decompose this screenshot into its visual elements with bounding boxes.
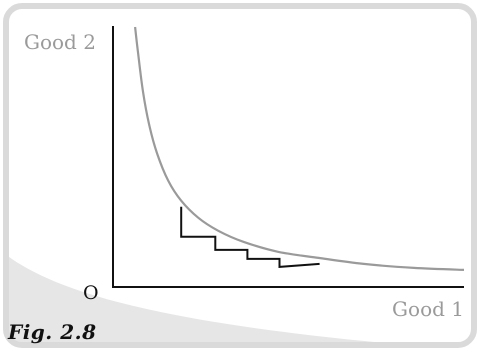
x-axis-label: Good 1	[392, 297, 464, 321]
indifference-curve-line	[134, 26, 465, 271]
origin-label: O	[83, 282, 99, 304]
plot-area	[134, 26, 465, 271]
figure-caption: Fig. 2.8	[8, 320, 97, 344]
staircase-line	[180, 206, 320, 268]
corner-shade	[6, 250, 474, 345]
y-axis-label: Good 2	[24, 30, 96, 54]
figure-frame	[3, 3, 477, 348]
